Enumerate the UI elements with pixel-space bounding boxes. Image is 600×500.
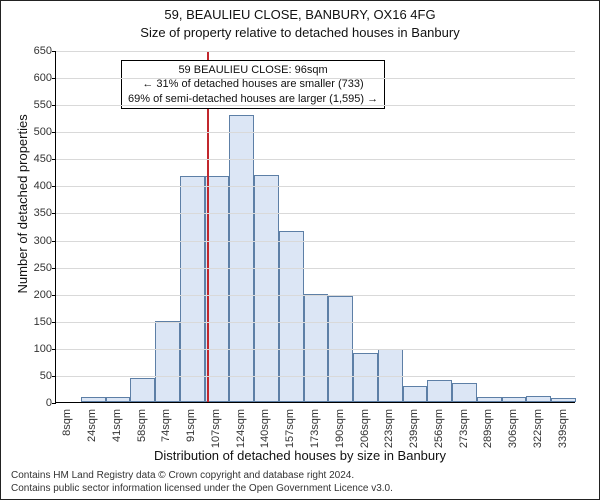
- y-tick-label: 350: [34, 207, 52, 219]
- gridline: [56, 159, 575, 160]
- x-axis-title: Distribution of detached houses by size …: [1, 448, 599, 463]
- x-tick-label: 24sqm: [86, 409, 98, 442]
- footer-line2: Contains public sector information licen…: [11, 483, 393, 496]
- gridline: [56, 186, 575, 187]
- x-tick-label: 107sqm: [210, 409, 222, 448]
- footer: Contains HM Land Registry data © Crown c…: [11, 470, 393, 495]
- y-tick-label: 50: [40, 370, 52, 382]
- bar: [526, 396, 551, 402]
- annotation-line: 69% of semi-detached houses are larger (…: [128, 92, 378, 106]
- bar: [551, 398, 576, 402]
- gridline: [56, 51, 575, 52]
- y-tick-label: 450: [34, 153, 52, 165]
- bar: [403, 386, 428, 402]
- y-tick-label: 400: [34, 180, 52, 192]
- gridline: [56, 213, 575, 214]
- x-tick-label: 41sqm: [111, 409, 123, 442]
- bar: [353, 353, 378, 402]
- x-tick-label: 58sqm: [136, 409, 148, 442]
- x-tick-label: 289sqm: [482, 409, 494, 448]
- bar: [427, 380, 452, 402]
- x-tick-label: 91sqm: [185, 409, 197, 442]
- x-tick-label: 306sqm: [507, 409, 519, 448]
- footer-line1: Contains HM Land Registry data © Crown c…: [11, 470, 393, 483]
- chart-container: 59, BEAULIEU CLOSE, BANBURY, OX16 4FG Si…: [0, 0, 600, 500]
- x-tick-label: 206sqm: [359, 409, 371, 448]
- x-tick-label: 322sqm: [532, 409, 544, 448]
- gridline: [56, 132, 575, 133]
- y-tick-label: 500: [34, 126, 52, 138]
- annotation-line: ← 31% of detached houses are smaller (73…: [128, 77, 378, 91]
- y-axis-title: Number of detached properties: [15, 114, 30, 293]
- gridline: [56, 322, 575, 323]
- plot-frame: 59 BEAULIEU CLOSE: 96sqm← 31% of detache…: [55, 51, 575, 403]
- annotation-box: 59 BEAULIEU CLOSE: 96sqm← 31% of detache…: [121, 60, 385, 109]
- gridline: [56, 268, 575, 269]
- x-tick-label: 140sqm: [259, 409, 271, 448]
- bar: [155, 321, 180, 402]
- bar: [180, 176, 205, 402]
- chart-title-line1: 59, BEAULIEU CLOSE, BANBURY, OX16 4FG: [1, 7, 599, 22]
- plot-area: 59 BEAULIEU CLOSE: 96sqm← 31% of detache…: [55, 51, 575, 403]
- gridline: [56, 78, 575, 79]
- x-tick-label: 223sqm: [383, 409, 395, 448]
- x-tick-label: 273sqm: [458, 409, 470, 448]
- y-tick-label: 550: [34, 99, 52, 111]
- x-tick-label: 124sqm: [235, 409, 247, 448]
- bar: [229, 115, 254, 402]
- gridline: [56, 376, 575, 377]
- gridline: [56, 105, 575, 106]
- y-tick-label: 600: [34, 72, 52, 84]
- x-tick-label: 239sqm: [408, 409, 420, 448]
- bar: [502, 397, 527, 402]
- y-tick-label: 100: [34, 343, 52, 355]
- x-tick-label: 157sqm: [284, 409, 296, 448]
- y-tick-label: 250: [34, 262, 52, 274]
- bar: [106, 397, 131, 402]
- annotation-line: 59 BEAULIEU CLOSE: 96sqm: [128, 63, 378, 77]
- x-tick-label: 190sqm: [334, 409, 346, 448]
- x-tick-label: 173sqm: [309, 409, 321, 448]
- x-tick-label: 74sqm: [160, 409, 172, 442]
- y-tick-label: 650: [34, 45, 52, 57]
- bar: [477, 397, 502, 402]
- y-tick-label: 150: [34, 316, 52, 328]
- bar: [130, 378, 155, 402]
- bar: [452, 383, 477, 402]
- y-tick-label: 300: [34, 235, 52, 247]
- gridline: [56, 295, 575, 296]
- x-tick-label: 339sqm: [557, 409, 569, 448]
- gridline: [56, 349, 575, 350]
- chart-title-line2: Size of property relative to detached ho…: [1, 25, 599, 40]
- bar: [304, 294, 329, 402]
- y-tick-label: 0: [46, 397, 52, 409]
- bar: [81, 397, 106, 402]
- x-tick-label: 8sqm: [61, 409, 73, 436]
- gridline: [56, 241, 575, 242]
- bar: [254, 175, 279, 402]
- x-tick-label: 256sqm: [433, 409, 445, 448]
- y-tick-label: 200: [34, 289, 52, 301]
